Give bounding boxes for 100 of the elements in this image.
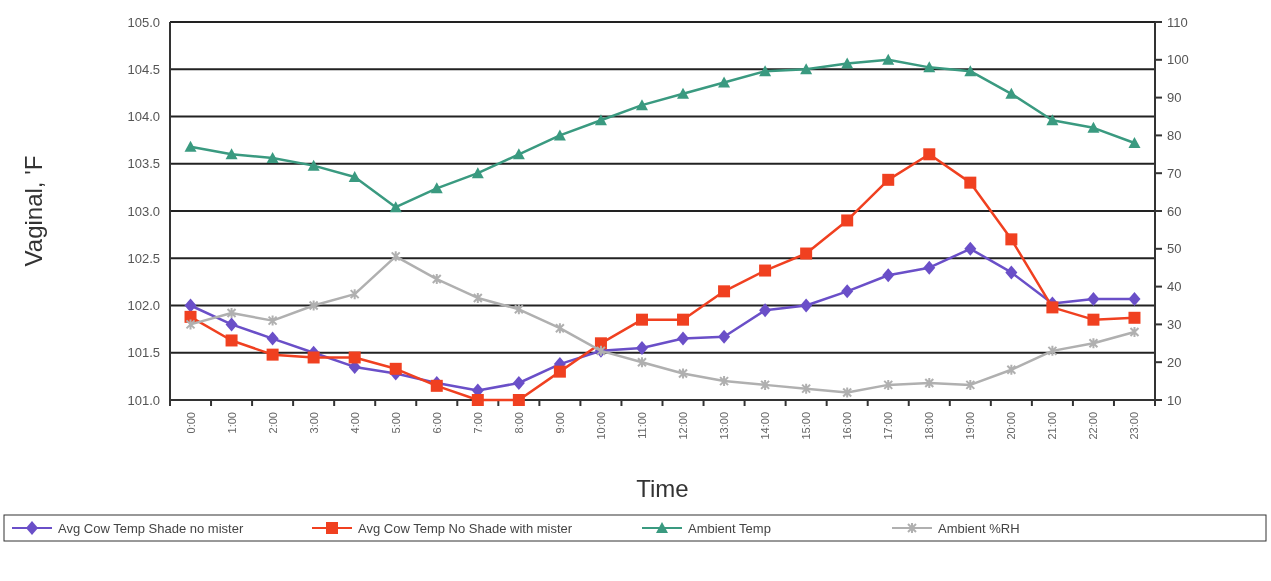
point (636, 356, 647, 369)
point (553, 129, 566, 141)
point (1088, 337, 1099, 350)
x-axis-title: Time (636, 475, 689, 502)
y2-tick-label: 40 (1167, 279, 1182, 295)
point (759, 264, 772, 277)
x-tick-label: 15:00 (800, 412, 813, 440)
point (512, 394, 525, 406)
point (471, 394, 484, 406)
legend-label: Ambient %RH (938, 520, 1020, 536)
point (430, 182, 443, 194)
x-tick-label: 19:00 (964, 412, 977, 440)
point (964, 65, 977, 77)
y2-tick-label: 100 (1167, 52, 1189, 68)
x-tick-label: 11:00 (635, 412, 648, 439)
point (882, 173, 895, 186)
point (1128, 311, 1141, 324)
x-tick-label: 7:00 (471, 412, 484, 434)
y-tick-label: 101.0 (127, 392, 160, 408)
y-tick-label: 103.0 (127, 203, 160, 219)
point (513, 303, 524, 316)
point (266, 331, 279, 346)
point (553, 365, 566, 378)
x-tick-label: 13:00 (718, 412, 731, 440)
point (718, 329, 731, 344)
y2-tick-label: 80 (1167, 127, 1182, 143)
y2-tick-label: 70 (1167, 165, 1182, 181)
point (594, 114, 607, 126)
x-tick-label: 17:00 (882, 412, 895, 440)
point (964, 241, 977, 256)
x-tick-label: 22:00 (1087, 412, 1100, 440)
point (389, 362, 402, 375)
point (800, 298, 813, 313)
point (1005, 265, 1018, 280)
point (184, 140, 197, 152)
x-tick-label: 18:00 (923, 412, 936, 440)
point (307, 351, 320, 364)
point (554, 322, 565, 335)
point (841, 284, 854, 299)
point (882, 268, 895, 283)
x-tick-label: 10:00 (594, 412, 607, 440)
point (635, 313, 648, 326)
y2-tick-label: 30 (1167, 316, 1182, 332)
point (1006, 363, 1017, 376)
point (266, 152, 279, 164)
y-tick-label: 105.0 (127, 14, 160, 30)
point (308, 299, 319, 312)
point (1087, 313, 1100, 326)
x-tick-label: 21:00 (1046, 412, 1059, 440)
point (800, 63, 813, 75)
x-tick-label: 20:00 (1005, 412, 1018, 440)
point (677, 313, 690, 326)
y2-tick-label: 60 (1167, 203, 1182, 219)
point (841, 57, 854, 69)
x-tick-label: 3:00 (307, 412, 320, 434)
x-tick-label: 14:00 (759, 412, 772, 440)
x-tick-label: 6:00 (430, 412, 443, 434)
point (1005, 233, 1018, 246)
y-tick-label: 104.0 (127, 109, 160, 125)
point (1005, 87, 1018, 99)
point (1046, 114, 1059, 126)
point (800, 247, 813, 260)
y-tick-label: 102.0 (127, 298, 160, 314)
legend-label: Avg Cow Temp Shade no mister (58, 520, 244, 536)
point (225, 317, 238, 332)
point (635, 341, 648, 356)
y-tick-label: 102.5 (127, 250, 160, 266)
point (1128, 136, 1141, 148)
point (1087, 291, 1100, 306)
point (512, 148, 525, 160)
x-tick-label: 23:00 (1128, 412, 1141, 440)
point (390, 250, 401, 263)
point (759, 303, 772, 318)
y-tick-label: 103.5 (127, 156, 160, 172)
point (677, 331, 690, 346)
point (471, 167, 484, 179)
point (266, 348, 279, 361)
y2-tick-label: 110 (1167, 14, 1188, 30)
point (1128, 291, 1141, 306)
point (225, 334, 238, 347)
point (185, 318, 196, 331)
point (348, 351, 361, 364)
y-tick-label: 104.5 (127, 61, 160, 77)
point (635, 99, 648, 111)
point (1046, 301, 1059, 314)
legend-label: Avg Cow Temp No Shade with mister (358, 520, 573, 536)
point (842, 386, 853, 399)
point (801, 382, 812, 395)
point (389, 201, 402, 213)
x-tick-label: 0:00 (184, 412, 197, 434)
point (1087, 121, 1100, 133)
point (759, 65, 772, 77)
point (1047, 344, 1058, 357)
point (882, 53, 895, 65)
point (964, 176, 977, 189)
point (184, 298, 197, 313)
point (923, 260, 936, 275)
point (225, 148, 238, 160)
point (678, 367, 689, 380)
point (718, 285, 731, 298)
